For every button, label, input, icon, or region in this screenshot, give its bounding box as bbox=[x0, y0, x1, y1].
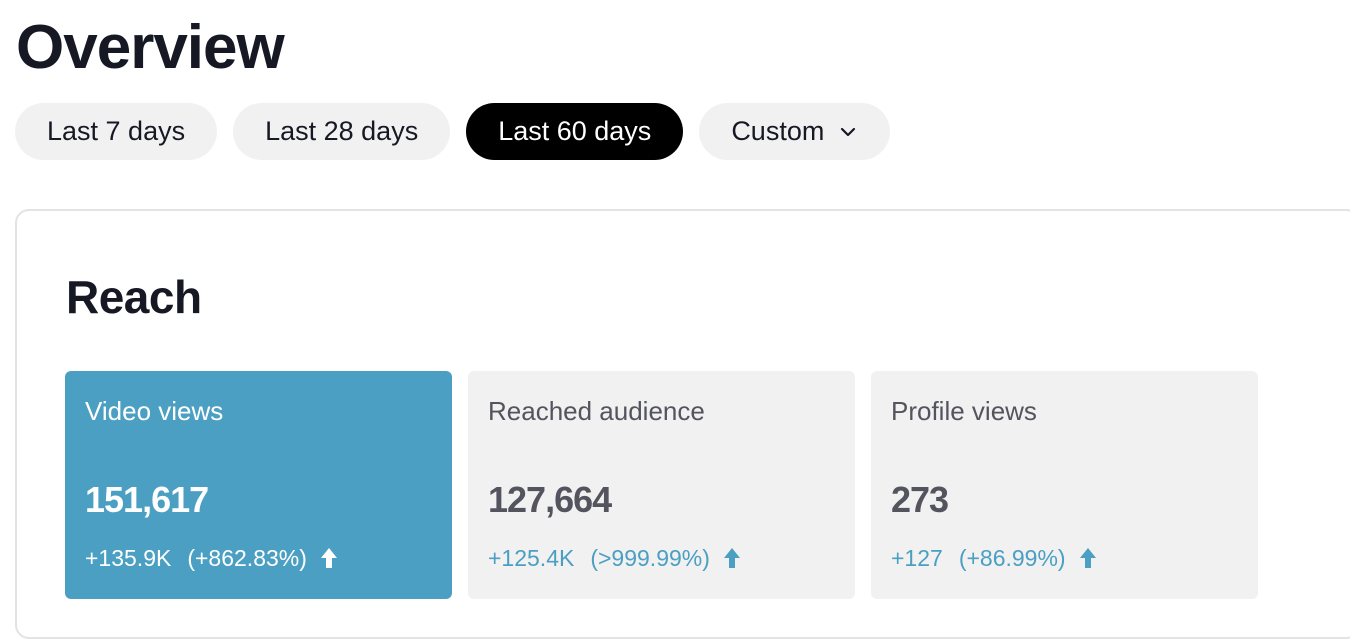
reach-card: Reach Video views 151,617 +135.9K (+862.… bbox=[15, 209, 1350, 639]
metric-card-profile-views[interactable]: Profile views 273 +127 (+86.99%) bbox=[871, 371, 1258, 599]
section-title-reach: Reach bbox=[66, 271, 202, 323]
metric-card-reached-audience[interactable]: Reached audience 127,664 +125.4K (>999.9… bbox=[468, 371, 855, 599]
tab-custom[interactable]: Custom bbox=[699, 103, 891, 160]
metric-card-video-views[interactable]: Video views 151,617 +135.9K (+862.83%) bbox=[65, 371, 452, 599]
metric-change-abs: +135.9K bbox=[85, 545, 172, 571]
metric-label: Reached audience bbox=[488, 396, 705, 426]
page-title: Overview bbox=[16, 13, 285, 82]
metric-change-abs: +127 bbox=[891, 545, 943, 571]
metric-change: +125.4K (>999.99%) bbox=[488, 543, 835, 573]
tab-label: Last 60 days bbox=[498, 116, 652, 146]
arrow-up-icon bbox=[1078, 546, 1098, 570]
metric-change-abs: +125.4K bbox=[488, 545, 575, 571]
arrow-up-icon bbox=[319, 546, 339, 570]
tab-label: Last 28 days bbox=[265, 116, 419, 146]
tab-last-28-days[interactable]: Last 28 days bbox=[233, 103, 451, 160]
metric-value: 151,617 bbox=[85, 479, 209, 520]
metric-change: +135.9K (+862.83%) bbox=[85, 543, 432, 573]
metric-label: Profile views bbox=[891, 396, 1037, 426]
tab-last-7-days[interactable]: Last 7 days bbox=[15, 103, 218, 160]
metric-value: 127,664 bbox=[488, 479, 612, 520]
arrow-up-icon bbox=[722, 546, 742, 570]
chevron-down-icon bbox=[838, 122, 858, 142]
metric-change-pct: (>999.99%) bbox=[590, 545, 710, 571]
metric-change-pct: (+86.99%) bbox=[958, 545, 1066, 571]
metric-value: 273 bbox=[891, 479, 949, 520]
metric-change: +127 (+86.99%) bbox=[891, 543, 1238, 573]
date-range-tabs: Last 7 days Last 28 days Last 60 days Cu… bbox=[15, 103, 891, 160]
tab-last-60-days[interactable]: Last 60 days bbox=[466, 103, 684, 160]
tab-label: Custom bbox=[731, 116, 825, 146]
tab-label: Last 7 days bbox=[47, 116, 186, 146]
metric-change-pct: (+862.83%) bbox=[187, 545, 307, 571]
metric-label: Video views bbox=[85, 396, 224, 426]
